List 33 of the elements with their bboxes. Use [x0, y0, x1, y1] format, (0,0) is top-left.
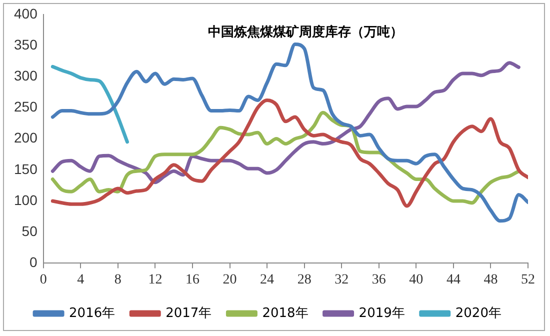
- legend-label: 2018年: [262, 306, 308, 321]
- line-series: [50, 42, 528, 223]
- y-tick-label: 400: [14, 5, 38, 22]
- legend-label: 2016年: [69, 306, 116, 321]
- x-tick-label: 8: [114, 272, 122, 288]
- x-tick-label: 4: [77, 272, 84, 288]
- x-tick-label: 16: [185, 272, 200, 288]
- legend-label: 2017年: [166, 306, 212, 321]
- x-tick-label: 40: [409, 272, 424, 288]
- x-tick-label: 32: [334, 272, 349, 288]
- line-series: [50, 64, 129, 144]
- line-series: [50, 61, 520, 184]
- y-tick-label: 350: [14, 36, 38, 52]
- x-tick-label: 12: [148, 272, 162, 288]
- x-tick-label: 28: [297, 272, 312, 288]
- line-series: [50, 98, 528, 208]
- y-tick-label: 150: [14, 160, 38, 177]
- y-tick-label: 50: [22, 222, 38, 239]
- x-tick-label: 20: [222, 272, 237, 288]
- y-tick-label: 300: [14, 67, 38, 84]
- legend-label: 2019年: [358, 306, 405, 321]
- text: 中国炼焦煤煤矿周度库存（万吨）: [208, 24, 404, 40]
- y-tick-label: 200: [14, 130, 38, 146]
- y-tick-label: 250: [14, 98, 38, 115]
- x-tick-label: 36: [372, 272, 386, 288]
- y-tick-label: 100: [14, 192, 38, 208]
- line-series: [50, 110, 520, 205]
- x-tick-label: 48: [484, 272, 498, 288]
- legend-label: 2020年: [455, 306, 502, 321]
- y-tick-label: 0: [30, 254, 38, 270]
- x-tick-label: 44: [446, 272, 460, 288]
- x-tick-label: 24: [260, 272, 274, 288]
- x-tick-label: 52: [521, 272, 535, 288]
